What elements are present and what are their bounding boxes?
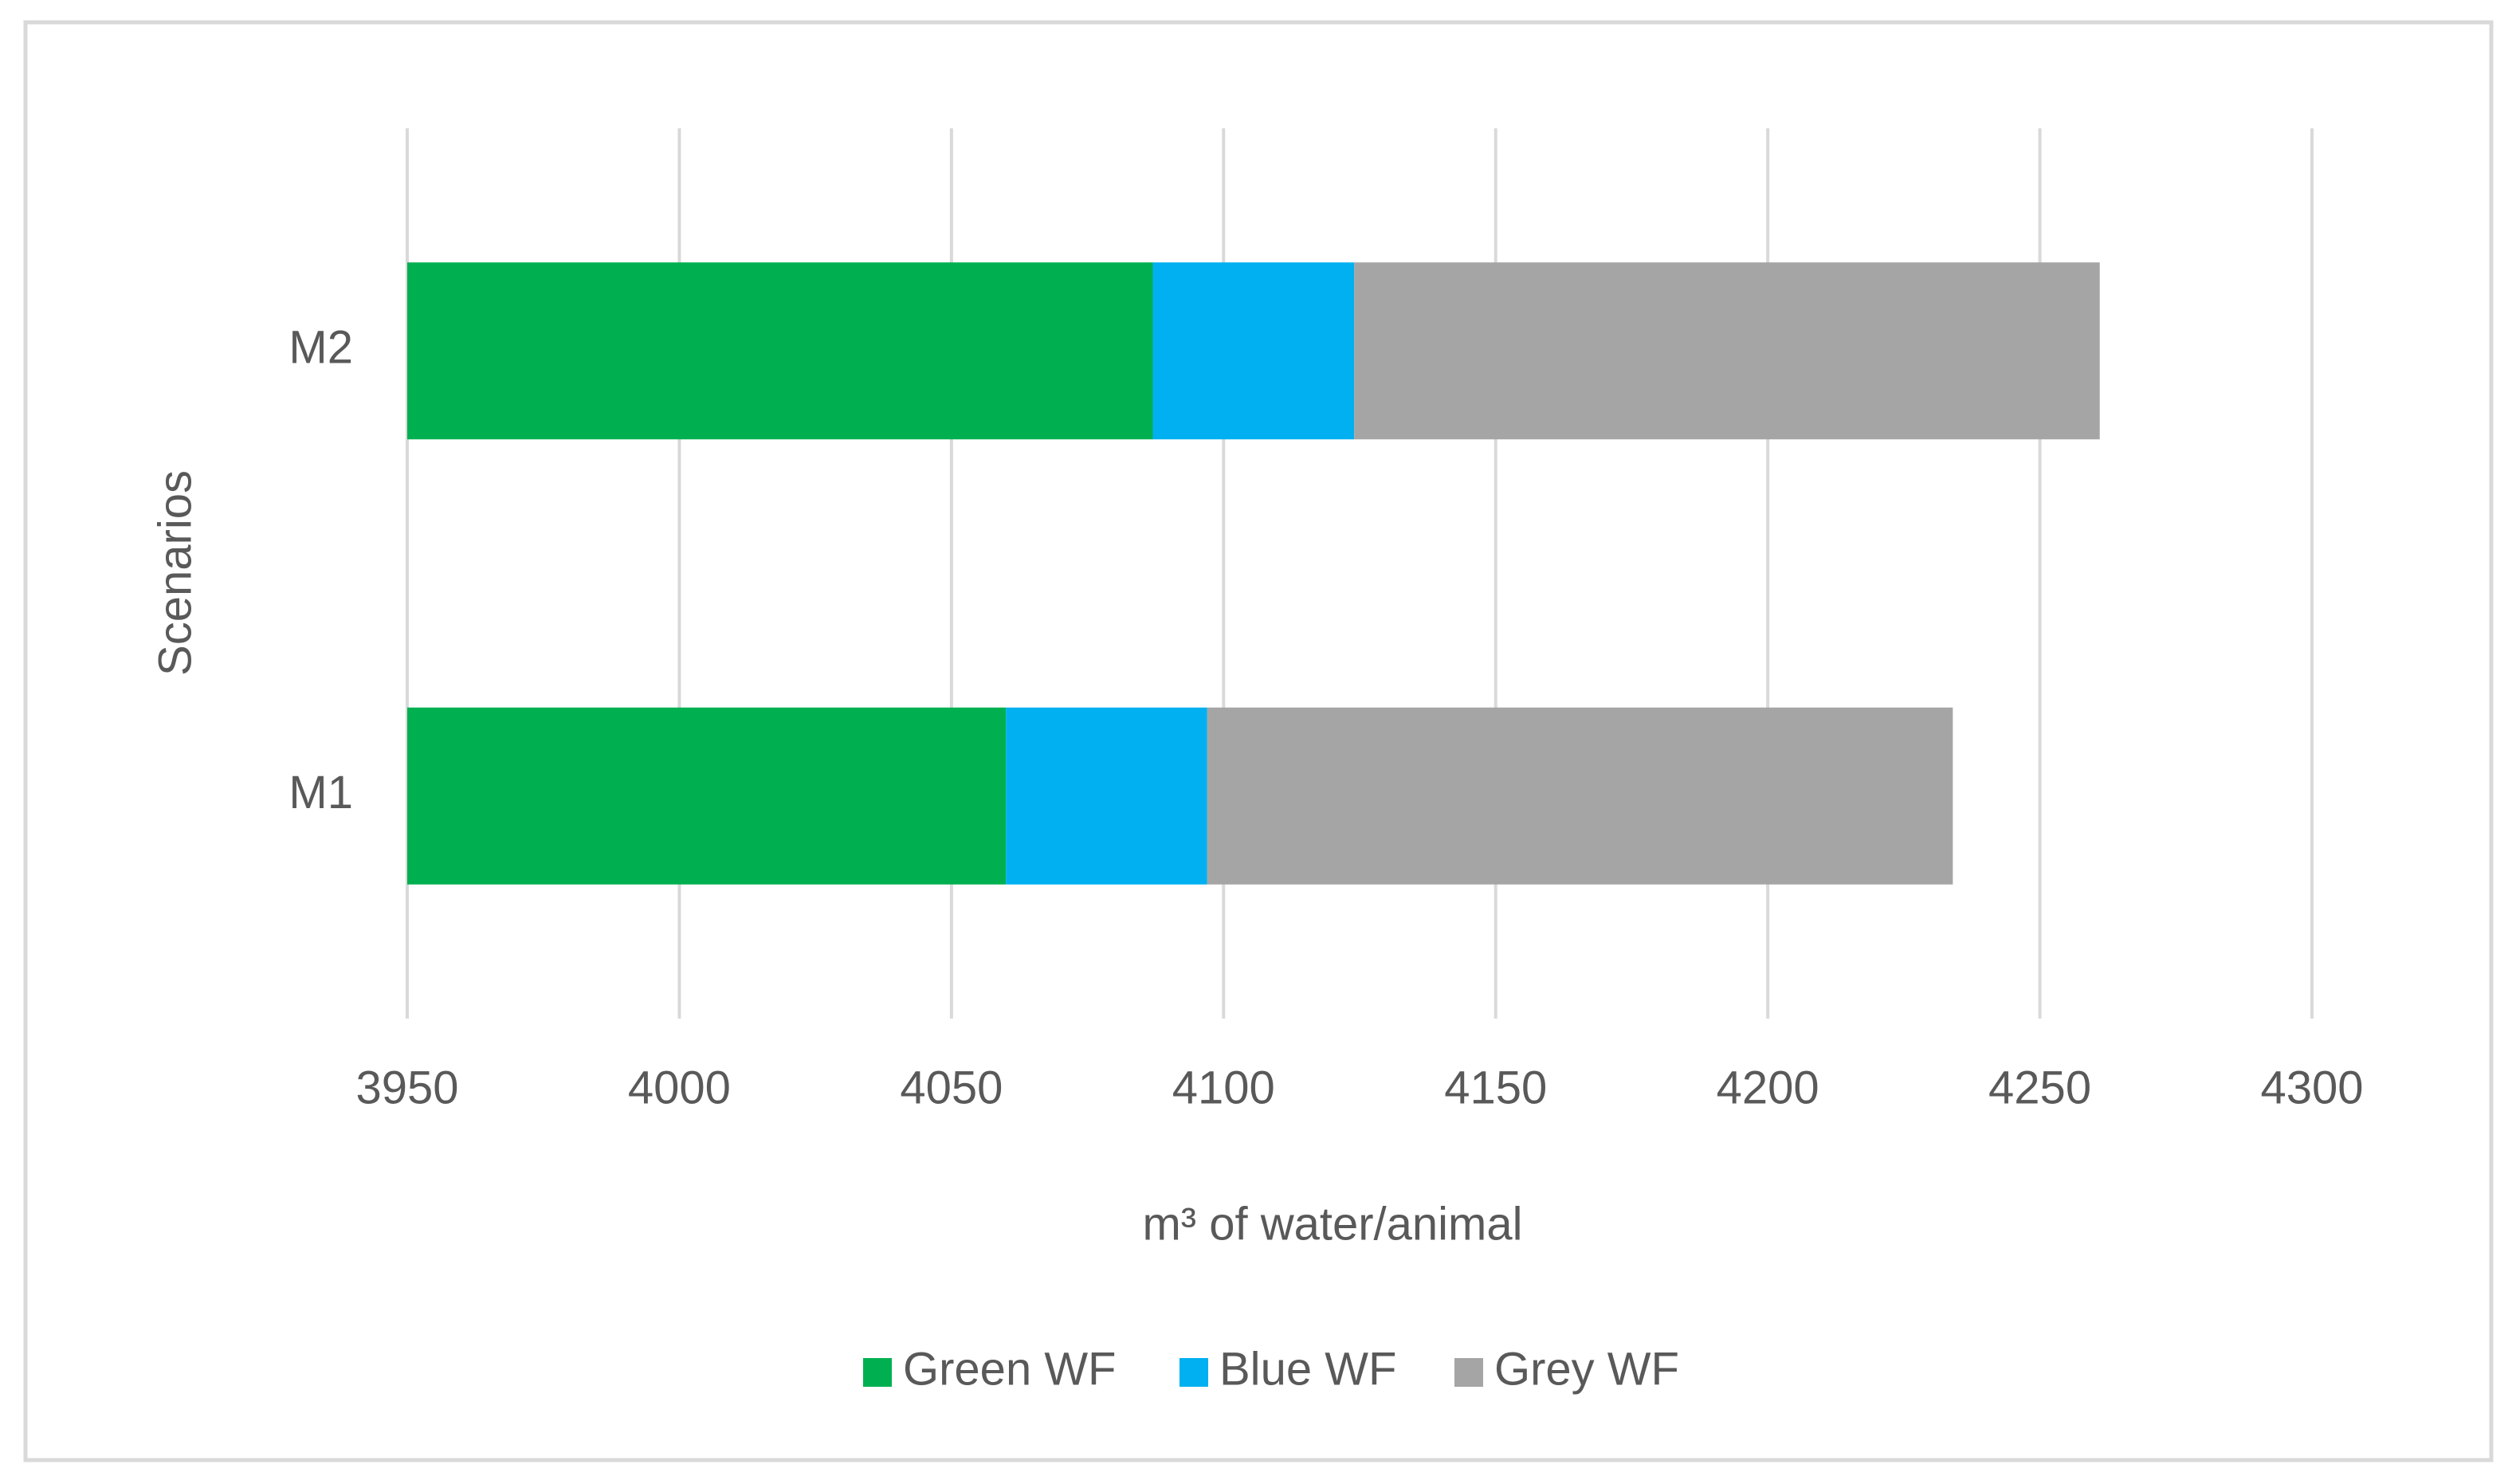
- bar-segment: [1006, 707, 1207, 885]
- bar-segment: [1152, 262, 1355, 440]
- x-tick-label: 4100: [1172, 1062, 1275, 1113]
- y-tick-label: M2: [288, 322, 353, 374]
- x-tick-label: 4150: [1444, 1062, 1547, 1113]
- x-tick-label: 4250: [1988, 1062, 2091, 1113]
- legend-swatch: [863, 1358, 892, 1387]
- legend-label: Green WF: [903, 1343, 1117, 1395]
- legend-label: Blue WF: [1219, 1343, 1396, 1395]
- legend-label: Grey WF: [1494, 1343, 1679, 1395]
- bar-segment: [407, 262, 1153, 440]
- bar-segment: [1354, 262, 2100, 440]
- bar-segment: [1207, 707, 1953, 885]
- x-tick-label: 4200: [1717, 1062, 1819, 1113]
- x-tick-label: 4300: [2260, 1062, 2363, 1113]
- x-tick-label: 3950: [355, 1062, 458, 1113]
- x-tick-label: 4050: [900, 1062, 1003, 1113]
- x-axis-title: m³ of water/animal: [1142, 1198, 1522, 1250]
- legend-swatch: [1179, 1358, 1208, 1387]
- legend-swatch: [1454, 1358, 1483, 1387]
- y-tick-label: M1: [288, 767, 353, 819]
- x-tick-label: 4000: [628, 1062, 731, 1113]
- bar-segment: [407, 707, 1007, 885]
- y-axis-title: Scenarios: [149, 470, 201, 676]
